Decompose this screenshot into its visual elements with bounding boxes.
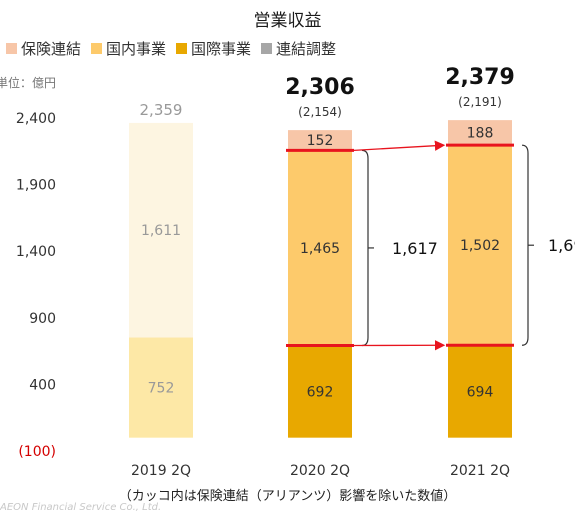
data-label-domestic: 1,502 <box>460 238 500 254</box>
change-arrow <box>354 145 444 150</box>
y-tick-label: (100) <box>18 444 56 460</box>
x-tick-label: 2021 2Q <box>450 463 510 479</box>
range-bracket <box>362 150 368 345</box>
y-tick-label: 900 <box>29 311 56 327</box>
total-label: 2,306 <box>285 75 355 100</box>
total-excl-label: (2,191) <box>458 95 502 109</box>
x-tick-label: 2019 2Q <box>131 463 191 479</box>
y-tick-label: 400 <box>29 377 56 393</box>
data-label-international: 694 <box>467 384 494 400</box>
y-tick-label: 1,900 <box>16 178 56 194</box>
faint-company-text: AEON Financial Service Co., Ltd. <box>0 502 161 513</box>
data-label-international: 692 <box>307 385 334 401</box>
data-label-domestic: 1,611 <box>141 223 181 239</box>
range-bracket <box>522 145 528 345</box>
total-label: 2,379 <box>445 65 515 90</box>
data-label-domestic: 1,465 <box>300 241 340 257</box>
data-label-insurance: 152 <box>307 133 334 149</box>
y-tick-label: 1,400 <box>16 244 56 260</box>
bracket-value-label: 1,69 <box>548 236 575 255</box>
data-label-international: 752 <box>148 381 175 397</box>
bracket-value-label: 1,617 <box>392 239 438 258</box>
y-tick-label: 2,400 <box>16 111 56 127</box>
total-excl-label: (2,154) <box>298 105 342 119</box>
x-tick-label: 2020 2Q <box>290 463 350 479</box>
data-label-insurance: 188 <box>467 126 494 142</box>
total-label: 2,359 <box>140 101 183 119</box>
